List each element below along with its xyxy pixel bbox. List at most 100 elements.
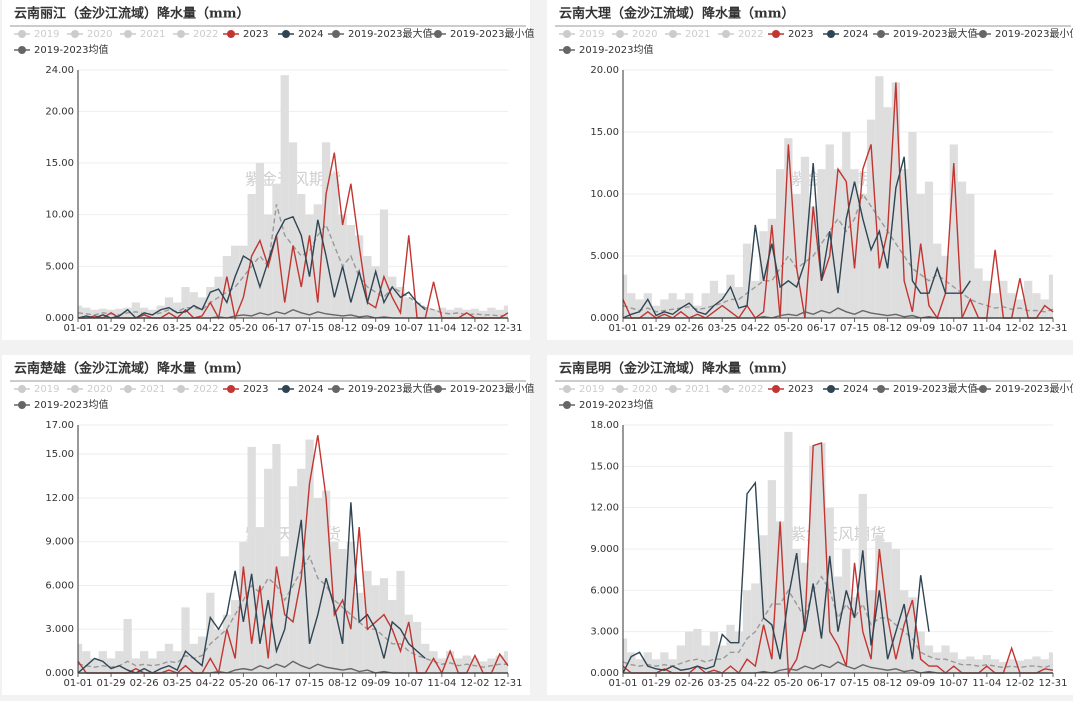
y-tick-label: 15.00 [45, 449, 74, 460]
max-bar [412, 302, 422, 318]
max-bar [784, 431, 793, 673]
max-bar [396, 287, 405, 318]
x-tick-label: 12-02 [1005, 323, 1034, 334]
x-tick-label: 12-02 [1005, 678, 1034, 689]
max-bar [230, 245, 240, 318]
max-bar [875, 76, 884, 318]
x-tick-label: 11-04 [427, 323, 456, 334]
max-bar [288, 486, 298, 673]
max-bar [313, 204, 322, 318]
max-bar [924, 181, 934, 318]
y-tick-label: 20.00 [590, 65, 619, 76]
max-bar [833, 169, 843, 318]
max-bar [833, 576, 843, 673]
y-tick-label: 12.00 [590, 503, 619, 514]
y-tick-label: 15.00 [45, 158, 74, 169]
max-bar [999, 661, 1008, 673]
chart-title: 云南大理（金沙江流域）降水量（mm） [559, 6, 795, 22]
x-tick-label: 06-17 [807, 678, 836, 689]
max-bar [313, 497, 322, 673]
max-bar [643, 652, 652, 673]
max-bar [933, 243, 942, 318]
y-tick-label: 9.000 [45, 537, 74, 548]
max-bar [156, 651, 165, 673]
legend-label: 2019-2023均值 [579, 398, 654, 411]
x-tick-label: 04-22 [741, 323, 770, 334]
legend-label: 2022 [193, 384, 218, 395]
max-bar [148, 658, 157, 673]
max-bar [1048, 652, 1053, 673]
legend-label: 2022 [738, 29, 763, 40]
legend-icon [563, 46, 571, 54]
x-tick-label: 03-25 [708, 323, 737, 334]
max-bar [685, 631, 694, 673]
x-tick-label: 10-07 [939, 678, 968, 689]
legend-label: 2020 [632, 29, 657, 40]
max-bar [239, 541, 248, 673]
max-bar [891, 549, 901, 673]
max-bar [668, 293, 677, 318]
x-tick-label: 09-09 [906, 678, 935, 689]
y-tick-label: 0.000 [590, 668, 619, 679]
max-bar [701, 293, 710, 318]
max-bar [164, 643, 174, 673]
legend-label: 2024 [843, 384, 868, 395]
max-bar [726, 274, 735, 318]
max-bar [866, 119, 876, 318]
max-bar [379, 578, 389, 673]
max-bar [866, 590, 876, 673]
x-tick-label: 12-02 [460, 323, 489, 334]
max-bar [908, 597, 917, 673]
max-bar [445, 651, 455, 673]
x-tick-label: 05-20 [229, 323, 258, 334]
chart-title: 云南楚雄（金沙江流域）降水量（mm） [14, 361, 250, 377]
legend-label: 2019-2023最大值 [893, 382, 978, 395]
max-bar [759, 535, 768, 673]
y-tick-label: 15.00 [590, 461, 619, 472]
legend-icon [124, 385, 132, 393]
max-bar [297, 194, 306, 318]
y-tick-label: 6.000 [590, 585, 619, 596]
chart-panel: 云南大理（金沙江流域）降水量（mm） 0.000 5.000 10.00 15.00 20… [547, 0, 1073, 340]
legend-label: 2021 [140, 29, 165, 40]
max-bar [883, 542, 892, 673]
chart-title: 云南丽江（金沙江流域）降水量（mm） [14, 6, 250, 22]
legend-icon [124, 30, 132, 38]
x-tick-label: 08-12 [873, 678, 902, 689]
max-bar [775, 521, 785, 673]
legend-icon [71, 385, 79, 393]
series-line [622, 441, 1054, 676]
max-bar [742, 243, 752, 318]
x-tick-label: 10-07 [394, 323, 423, 334]
legend-label: 2021 [140, 384, 165, 395]
max-bar [355, 592, 364, 673]
max-bar [900, 590, 909, 673]
y-tick-label: 15.00 [590, 127, 619, 138]
max-bar [90, 658, 99, 673]
max-bar [775, 169, 785, 318]
legend-label: 2019 [579, 29, 604, 40]
legend-label: 2020 [632, 384, 657, 395]
max-bar [82, 307, 91, 318]
x-tick-label: 02-26 [675, 678, 704, 689]
x-tick-label: 03-25 [708, 678, 737, 689]
max-bar [321, 490, 331, 673]
max-bar [900, 169, 909, 318]
legend-label: 2019-2023最小值 [995, 382, 1073, 395]
chart-panel: 云南昆明（金沙江流域）降水量（mm） 0.000 3.000 6.000 9.000 12… [547, 355, 1073, 695]
max-bar [875, 535, 884, 673]
x-tick-label: 12-31 [493, 678, 522, 689]
x-tick-label: 05-20 [774, 678, 803, 689]
x-tick-label: 11-04 [972, 323, 1001, 334]
legend-label: 2021 [685, 29, 710, 40]
max-bar [751, 280, 760, 318]
legend-icon [669, 30, 677, 38]
max-bar [181, 287, 190, 318]
x-tick-label: 07-15 [840, 678, 869, 689]
max-bar [123, 619, 132, 673]
max-bar [495, 309, 504, 318]
max-bar [305, 214, 314, 318]
x-tick-label: 01-01 [608, 678, 637, 689]
y-tick-label: 12.00 [45, 493, 74, 504]
